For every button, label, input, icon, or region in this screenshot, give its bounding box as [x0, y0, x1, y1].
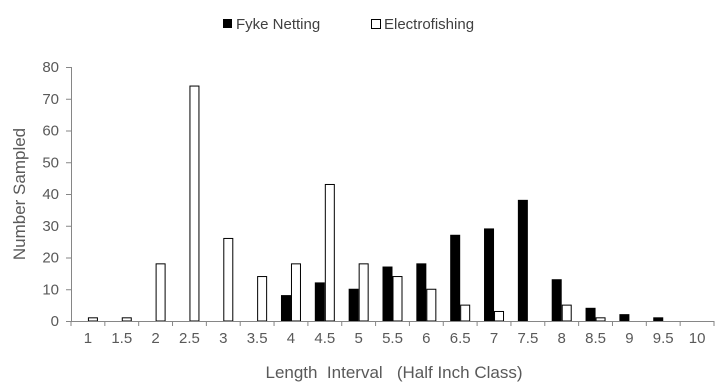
x-tick-label: 5.5 [382, 330, 403, 347]
bar-electrofishing [494, 310, 505, 322]
y-tick-label: 50 [42, 154, 59, 171]
bar-electrofishing [392, 276, 403, 322]
bar-electrofishing [460, 304, 471, 322]
bar-fyke-netting [517, 199, 528, 322]
legend-swatch-fyke-netting [223, 19, 232, 28]
bar-electrofishing [189, 85, 200, 322]
bar-electrofishing [595, 317, 606, 322]
y-axis-title: Number Sampled [10, 128, 29, 260]
bar-electrofishing [121, 317, 132, 322]
x-tick-label: 3.5 [247, 330, 268, 347]
x-tick-label: 6.5 [450, 330, 471, 347]
x-tick-label: 1 [84, 330, 92, 347]
bars [87, 85, 664, 322]
bar-fyke-netting [382, 266, 393, 322]
x-tick-label: 4 [287, 330, 295, 347]
x-axis-title: Length Interval (Half Inch Class) [265, 363, 522, 382]
y-tick-label: 10 [42, 281, 59, 298]
bar-fyke-netting [280, 295, 291, 322]
bar-fyke-netting [348, 288, 359, 322]
legend-label-electrofishing: Electrofishing [384, 16, 474, 33]
bar-fyke-netting [484, 228, 495, 322]
bar-fyke-netting [619, 314, 630, 322]
bar-electrofishing [290, 263, 301, 322]
bar-electrofishing [561, 304, 572, 322]
bar-electrofishing [223, 237, 234, 322]
x-tick-label: 5 [354, 330, 362, 347]
x-tick-label: 9.5 [653, 330, 674, 347]
legend-label-fyke-netting: Fyke Netting [236, 16, 320, 33]
bar-fyke-netting [585, 307, 596, 322]
x-tick-label: 7 [490, 330, 498, 347]
x-tick-label: 4.5 [314, 330, 335, 347]
bar-electrofishing [87, 317, 98, 322]
bar-electrofishing [155, 263, 166, 322]
y-tick-label: 30 [42, 218, 59, 235]
x-tick-label: 2 [151, 330, 159, 347]
x-tick-label: 8 [558, 330, 566, 347]
x-tick-label: 2.5 [179, 330, 200, 347]
y-tick-label: 80 [42, 59, 59, 76]
x-tick-label: 1.5 [111, 330, 132, 347]
bar-fyke-netting [653, 317, 664, 322]
x-tick-label: 6 [422, 330, 430, 347]
x-tick-label: 3 [219, 330, 227, 347]
y-tick-label: 60 [42, 123, 59, 140]
bar-fyke-netting [416, 263, 427, 322]
bar-fyke-netting [551, 279, 562, 322]
legend-swatch-electrofishing [371, 19, 381, 29]
legend: Fyke Netting Electrofishing [223, 16, 474, 33]
y-tick-label: 20 [42, 250, 59, 267]
y-tick-label: 40 [42, 186, 59, 203]
x-tick-label: 8.5 [585, 330, 606, 347]
bar-electrofishing [257, 276, 268, 322]
x-tick-label: 10 [689, 330, 706, 347]
bar-electrofishing [358, 263, 369, 322]
bar-electrofishing [324, 183, 335, 322]
y-tick-label: 0 [51, 313, 59, 330]
y-tick-label: 70 [42, 91, 59, 108]
bar-fyke-netting [450, 234, 461, 322]
x-tick-label: 7.5 [517, 330, 538, 347]
x-axis-ticks: 1 1.5 2 2.5 3 3.5 4 4.5 5 5.5 6 6.5 7 7.5 8 8.5 9 9.5 10 [70, 321, 715, 347]
x-tick-label: 9 [625, 330, 633, 347]
bar-fyke-netting [314, 282, 325, 322]
y-axis-ticks: 0 10 20 30 40 50 60 70 80 [42, 59, 71, 330]
bar-electrofishing [426, 288, 437, 322]
